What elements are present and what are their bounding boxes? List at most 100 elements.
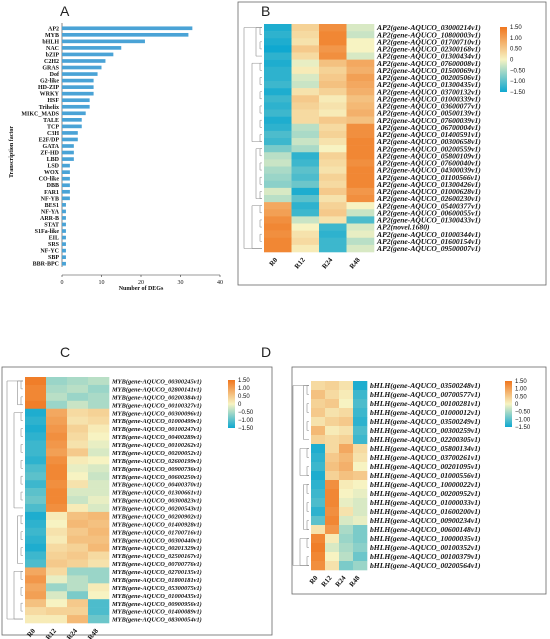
heatmap-cell [319, 88, 347, 96]
gene-label: AP2(gene-AQUCO_01300426v1) [376, 180, 481, 189]
heatmap-cell [339, 543, 354, 553]
gene-label: bHLH(gene-AQUCO_03500248v1) [370, 381, 481, 390]
gene-label: MYB(gene-AQUCO_02800141v1) [111, 387, 202, 394]
gene-label: AP2(gene-AQUCO_05800109v1) [376, 151, 481, 160]
heatmap-cell [346, 159, 375, 167]
heatmap-cell [291, 202, 320, 210]
heatmap-cell [346, 202, 375, 210]
bar [62, 137, 78, 142]
heatmap-cell [46, 464, 68, 473]
heatmap-cell [346, 123, 375, 132]
heatmap-cell [25, 496, 47, 505]
bar [62, 32, 189, 37]
legend-tick-label: 0.50 [510, 47, 522, 53]
heatmap-cell [319, 223, 347, 231]
bar [62, 248, 66, 253]
heatmap-cell [319, 52, 347, 60]
heatmap-cell [311, 561, 326, 571]
category-label: FAR1 [44, 190, 59, 196]
heatmap-cell [25, 472, 47, 481]
gene-label: MYB(gene-AQUCO_05300075v1) [111, 585, 202, 592]
gene-label: bHLH(gene-AQUCO_10000035v1) [370, 534, 481, 543]
legend-tick-label: 1.00 [515, 387, 527, 393]
heatmap-cell [264, 244, 292, 253]
heatmap-cell [46, 488, 68, 497]
heatmap-cell [88, 503, 110, 513]
heatmap-cell [339, 435, 354, 445]
heatmap-cell [311, 525, 326, 535]
panel-b-frame [237, 1, 547, 286]
gene-label: AP2(gene-AQUCO_02600230v1) [376, 194, 481, 203]
heatmap-cell [319, 195, 347, 203]
heatmap-cell [311, 498, 326, 508]
gene-label: MYB(gene-AQUCO_00900736v1) [111, 466, 202, 473]
gene-label: MYB(gene-AQUCO_08300054v1) [111, 617, 202, 624]
legend-tick-label: −1.50 [238, 426, 254, 432]
gene-label: bHLH(gene-AQUCO_00100379v1) [370, 552, 481, 561]
heatmap-cell [25, 408, 47, 417]
heatmap-cell [264, 45, 292, 53]
bar [62, 91, 94, 96]
heatmap-cell [339, 552, 354, 562]
legend-tick-label: −1.50 [515, 425, 531, 431]
gene-label: AP2(gene-AQUCO_01300435v1) [376, 80, 481, 89]
gene-label: AP2(gene-AQUCO_02300168v1) [376, 45, 481, 54]
heatmap-cell [311, 462, 326, 472]
heatmap-cell [25, 488, 47, 497]
heatmap-cell [346, 152, 375, 160]
gene-label: AP2(gene-AQUCO_01400591v1) [376, 130, 481, 139]
gene-label: AP2(gene-AQUCO_01300434v1) [376, 52, 481, 61]
heatmap-cell [46, 527, 68, 537]
heatmap-cell [291, 52, 320, 60]
heatmap-cell [88, 607, 110, 616]
heatmap-cell [353, 552, 368, 562]
heatmap-cell [325, 435, 340, 445]
heatmap-cell [353, 417, 368, 427]
category-label: STAT [44, 222, 59, 228]
heatmap-cell [46, 392, 68, 402]
category-label: NF-YB [41, 196, 59, 202]
heatmap-cell [319, 130, 347, 139]
heatmap-cell [353, 381, 368, 391]
heatmap-cell [291, 187, 320, 196]
heatmap-cell [264, 130, 292, 139]
heatmap-cell [264, 187, 292, 196]
panel-b-letter: B [261, 3, 270, 19]
bar [62, 131, 78, 135]
gene-label: AP2(gene-AQUCO_03700132v1) [376, 87, 481, 96]
gene-label: AP2(gene-AQUCO_07600039v1) [376, 116, 481, 125]
heatmap-cell [25, 535, 47, 544]
color-legend-bar [228, 380, 235, 428]
bar [62, 242, 66, 246]
category-label: HSF [47, 98, 59, 104]
legend-tick-label: −1.00 [510, 79, 526, 85]
heatmap-cell [346, 195, 375, 203]
heatmap-cell [46, 583, 68, 592]
category-label: HD-ZIP [38, 85, 59, 91]
heatmap-cell [46, 472, 68, 481]
category-label: AP2 [48, 26, 59, 32]
gene-label: MYB(gene-AQUCO_01000499v1) [111, 418, 202, 425]
heatmap-cell [88, 408, 110, 417]
color-legend-bar [505, 381, 512, 427]
bar [62, 196, 70, 201]
heatmap-cell [25, 464, 47, 473]
gene-label: MYB(gene-AQUCO_01800181v1) [111, 577, 202, 584]
gene-label: MYB(gene-AQUCO_01000435v1) [111, 593, 202, 600]
gene-label: bHLH(gene-AQUCO_10000022v1) [370, 480, 481, 489]
gene-label: MYB(gene-AQUCO_00700776v1) [111, 561, 202, 568]
heatmap-cell [67, 559, 89, 568]
panel-d-frame [291, 366, 547, 595]
category-label: TALE [43, 118, 59, 124]
heatmap-cell [325, 480, 340, 490]
category-label: NAC [46, 46, 59, 52]
heatmap-cell [291, 66, 320, 75]
bar [62, 98, 90, 103]
gene-label: MYB(gene-AQUCO_00300245v1) [111, 379, 202, 386]
heatmap-cell [353, 471, 368, 481]
gene-label: AP2(gene-AQUCO_04300039v1) [376, 166, 481, 175]
heatmap-cell [67, 511, 89, 521]
heatmap-cell [311, 453, 326, 463]
heatmap-cell [325, 381, 340, 391]
gene-label: AP2(gene-AQUCO_01300433v1) [376, 216, 481, 225]
